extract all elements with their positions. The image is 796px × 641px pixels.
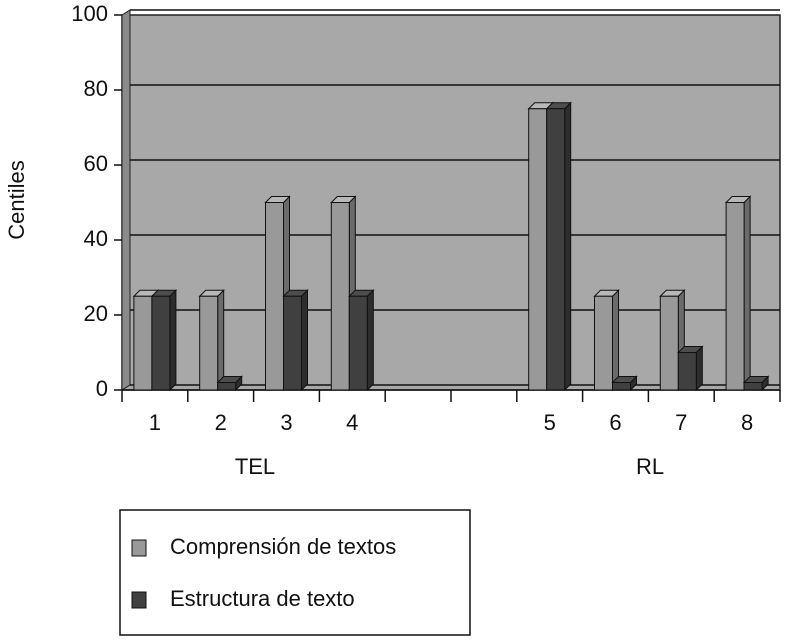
bar bbox=[528, 108, 548, 391]
legend-swatch bbox=[131, 539, 147, 557]
x-tick-label: 7 bbox=[675, 410, 687, 435]
bar bbox=[330, 202, 350, 391]
y-tick-label: 80 bbox=[84, 76, 108, 101]
x-tick-label: 4 bbox=[346, 410, 358, 435]
bar bbox=[265, 202, 284, 391]
bar bbox=[199, 295, 219, 391]
bar-side bbox=[169, 289, 177, 392]
bar bbox=[743, 382, 763, 391]
x-tick-label: 1 bbox=[149, 410, 161, 435]
bar-side bbox=[695, 345, 703, 392]
bar-side bbox=[301, 289, 308, 392]
bar bbox=[659, 295, 679, 391]
y-tick-label: 20 bbox=[84, 301, 108, 326]
group-label: TEL bbox=[235, 454, 275, 479]
y-tick-label: 60 bbox=[84, 151, 108, 176]
x-tick-label: 5 bbox=[544, 410, 556, 435]
y-tick-label: 0 bbox=[96, 376, 108, 401]
legend-swatch bbox=[131, 591, 147, 609]
x-tick-label: 2 bbox=[215, 410, 227, 435]
bar bbox=[348, 295, 368, 391]
bar bbox=[725, 202, 745, 391]
bar-side bbox=[564, 101, 572, 392]
x-tick-label: 8 bbox=[741, 410, 753, 435]
bar-side bbox=[612, 289, 619, 392]
x-tick-label: 3 bbox=[280, 410, 292, 435]
y-axis-label: Centiles bbox=[4, 160, 29, 239]
y-tick-label: 100 bbox=[71, 1, 108, 26]
bar-side bbox=[217, 289, 225, 392]
bar bbox=[612, 382, 631, 391]
bar-side bbox=[743, 195, 751, 392]
bar bbox=[217, 382, 237, 391]
legend-label: Comprensión de textos bbox=[170, 534, 396, 559]
bar-side bbox=[366, 289, 374, 392]
group-label: RL bbox=[636, 454, 664, 479]
bar bbox=[151, 295, 171, 391]
legend-label: Estructura de texto bbox=[170, 586, 355, 611]
bar bbox=[283, 295, 302, 391]
bar bbox=[546, 108, 566, 391]
plot-wall bbox=[121, 9, 131, 391]
bar bbox=[677, 352, 697, 391]
legend bbox=[119, 509, 471, 636]
y-tick-label: 40 bbox=[84, 226, 108, 251]
bar bbox=[594, 295, 613, 391]
x-tick-label: 6 bbox=[609, 410, 621, 435]
bar bbox=[133, 295, 153, 391]
